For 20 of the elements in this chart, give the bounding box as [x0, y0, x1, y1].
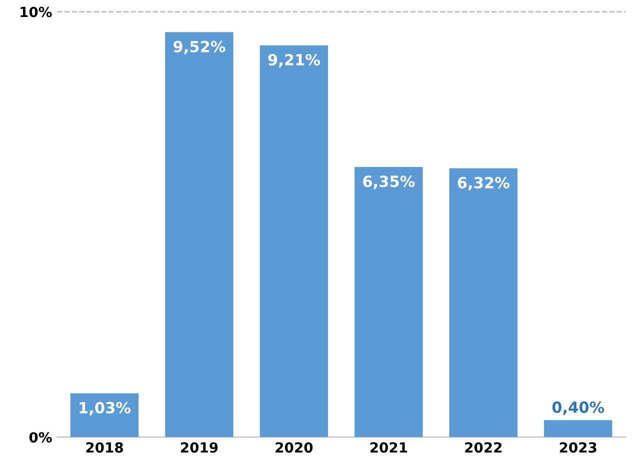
- x-tick-label: 2022: [465, 442, 502, 453]
- bar: [354, 167, 423, 438]
- bar: [260, 45, 328, 438]
- x-tick-label: 2018: [86, 442, 123, 453]
- x-tick-label: 2020: [276, 442, 313, 453]
- data-label: 9,52%: [174, 40, 226, 54]
- data-label: 1,03%: [80, 402, 131, 416]
- bar: [165, 32, 234, 438]
- data-label: 0,40%: [552, 401, 604, 415]
- data-label: 6,35%: [363, 176, 415, 190]
- x-tick-label: 2019: [181, 442, 218, 453]
- data-label: 9,21%: [268, 54, 320, 68]
- bar: [544, 420, 612, 438]
- data-label: 6,32%: [458, 176, 510, 190]
- x-tick-label: 2023: [560, 442, 596, 453]
- y-tick-label: 10%: [20, 6, 52, 18]
- bar: [449, 168, 518, 438]
- bar: [70, 393, 139, 438]
- y-tick-label: 0%: [29, 432, 52, 443]
- x-tick-label: 2021: [370, 442, 408, 453]
